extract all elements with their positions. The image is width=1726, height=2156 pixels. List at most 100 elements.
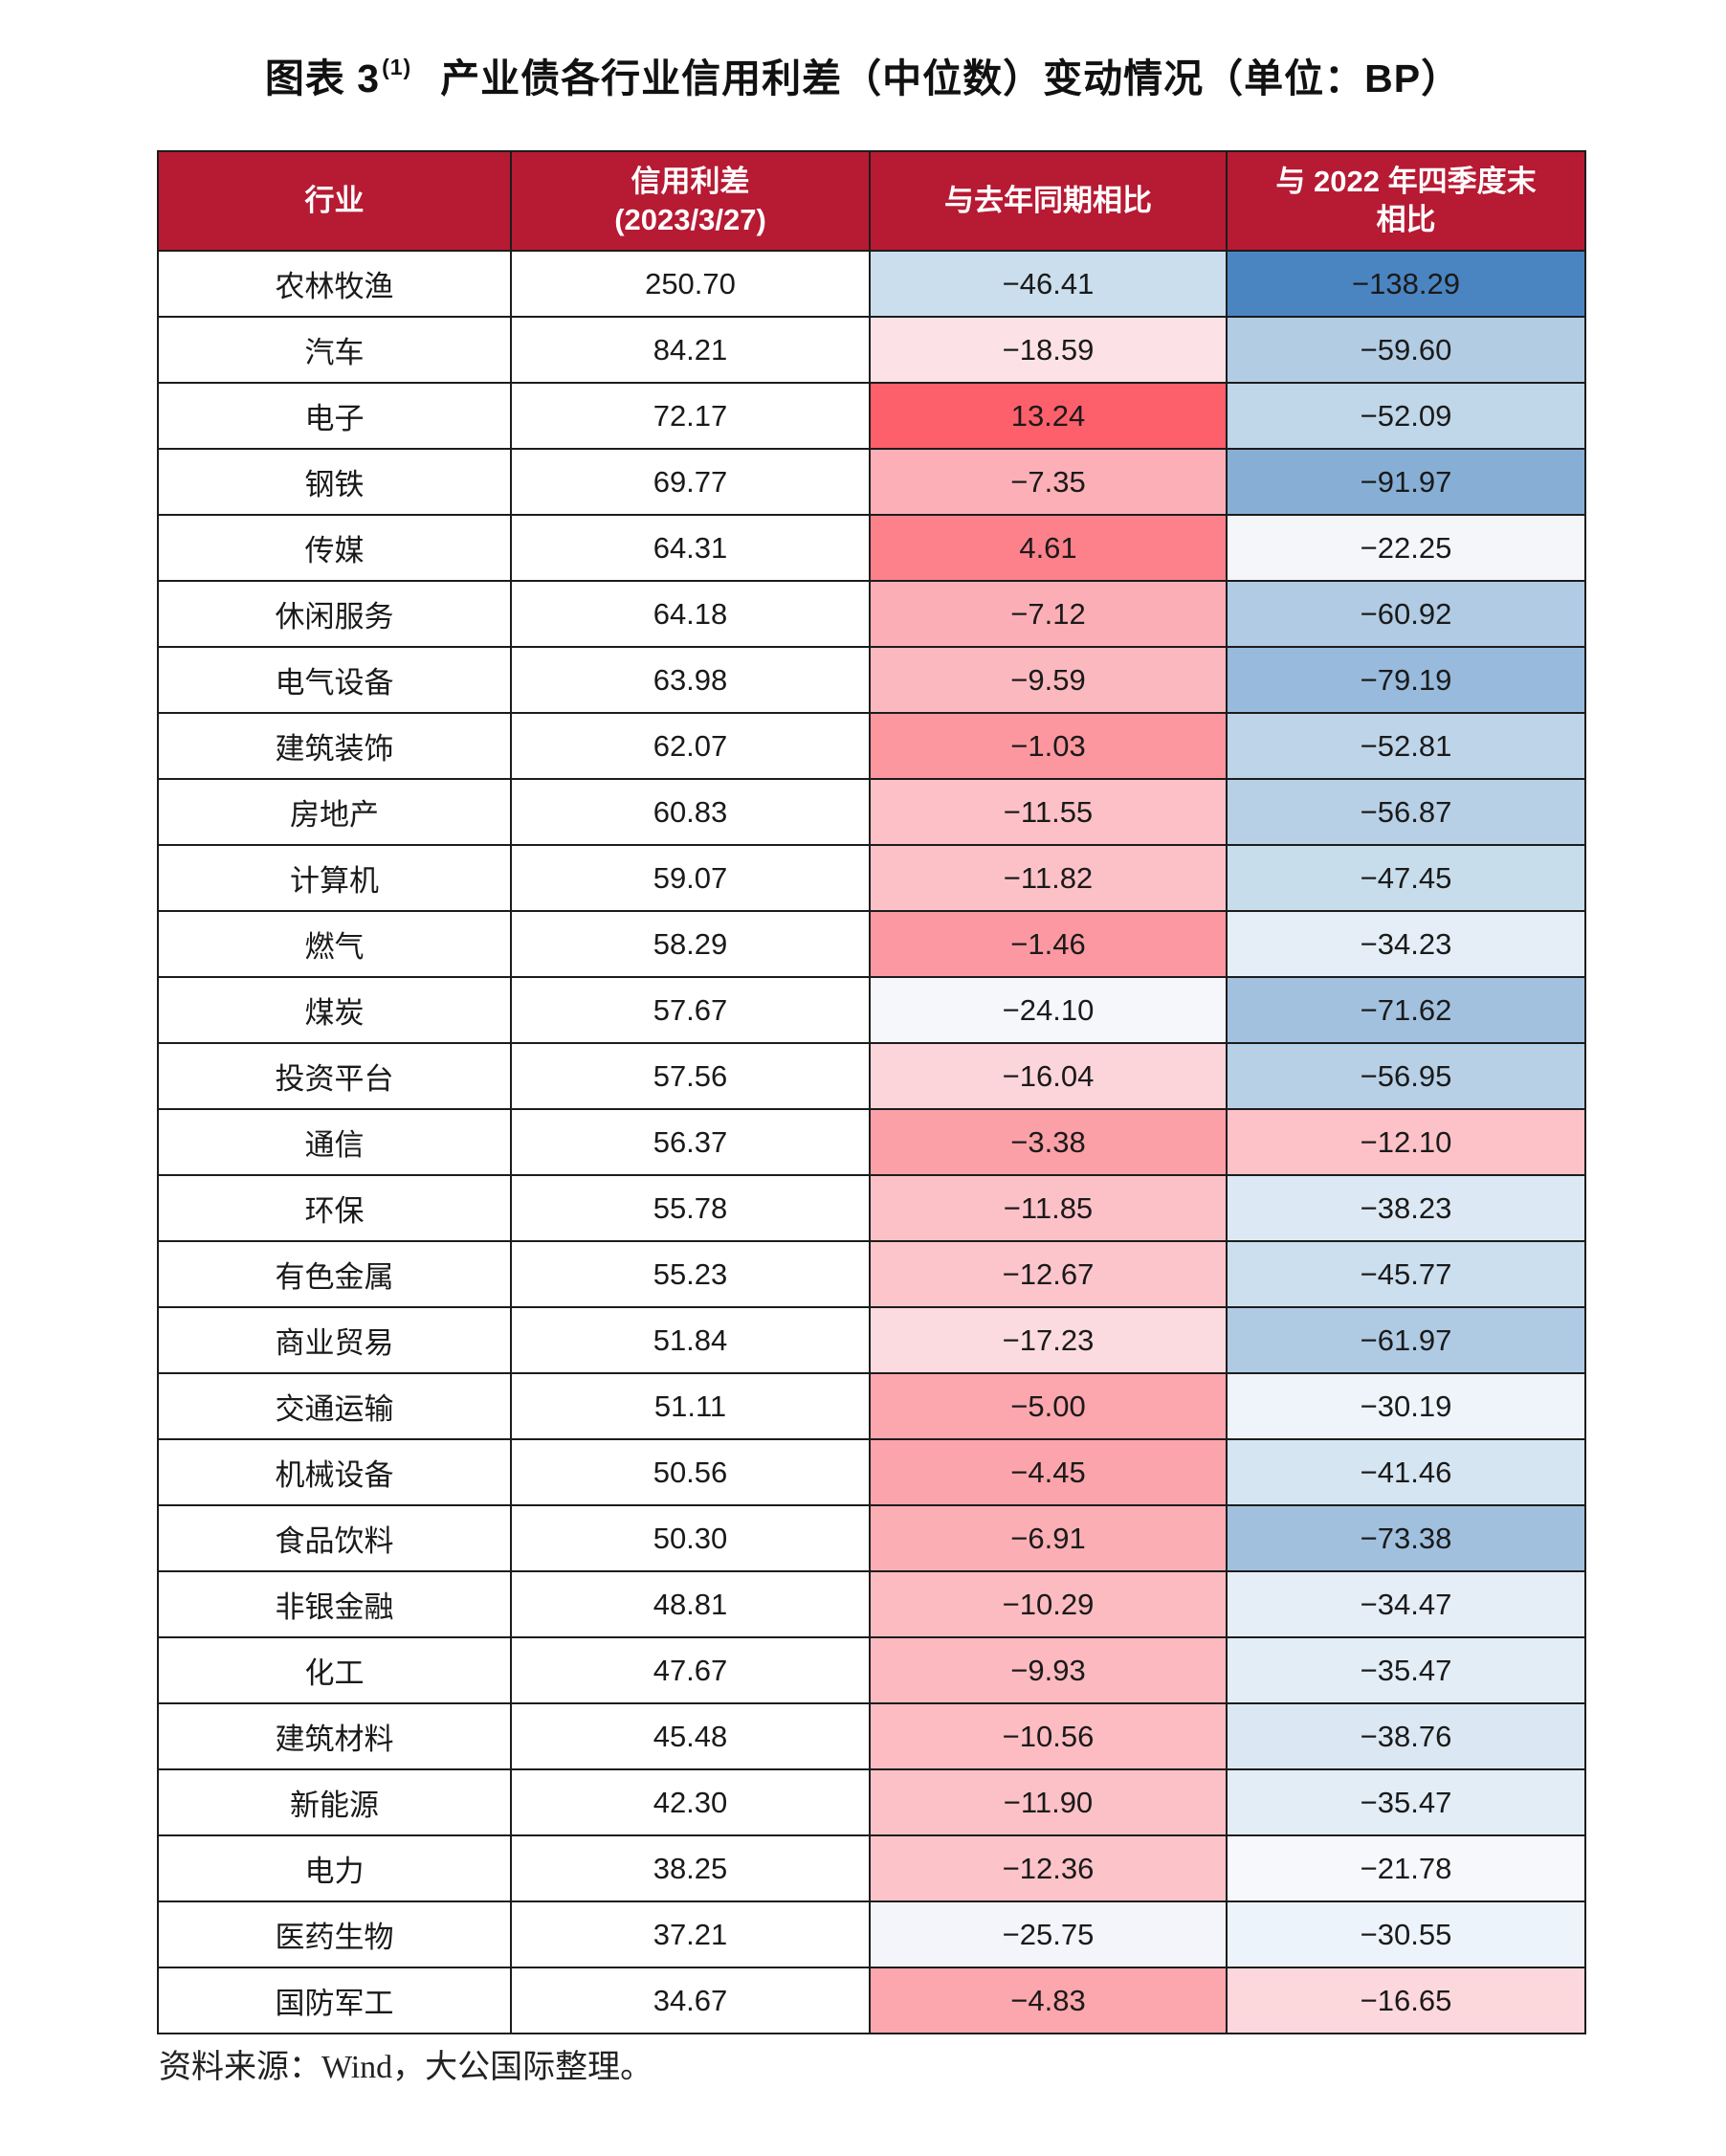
spread-cell: 64.31	[510, 514, 871, 582]
industry-cell: 医药生物	[157, 1900, 512, 1968]
spread-cell: 45.48	[510, 1702, 871, 1770]
industry-cell: 钢铁	[157, 448, 512, 516]
q4-change-cell: −52.81	[1226, 712, 1586, 780]
table-body: 农林牧渔 250.70 −46.41 −138.29 汽车 84.21 −18.59 −59.…	[157, 250, 1586, 2034]
table-row: 计算机 59.07 −11.82 −47.45	[157, 844, 1586, 912]
industry-cell: 国防军工	[157, 1967, 512, 2034]
table-row: 休闲服务 64.18 −7.12 −60.92	[157, 580, 1586, 648]
industry-cell: 新能源	[157, 1768, 512, 1836]
yoy-change-cell: 4.61	[869, 514, 1228, 582]
q4-change-cell: −56.87	[1226, 778, 1586, 846]
table-row: 煤炭 57.67 −24.10 −71.62	[157, 976, 1586, 1044]
industry-cell: 食品饮料	[157, 1504, 512, 1572]
table-row: 电子 72.17 13.24 −52.09	[157, 382, 1586, 450]
industry-cell: 投资平台	[157, 1042, 512, 1110]
table-row: 有色金属 55.23 −12.67 −45.77	[157, 1240, 1586, 1308]
spread-cell: 57.67	[510, 976, 871, 1044]
yoy-change-cell: −10.29	[869, 1570, 1228, 1638]
industry-cell: 汽车	[157, 316, 512, 384]
spread-cell: 69.77	[510, 448, 871, 516]
industry-cell: 农林牧渔	[157, 250, 512, 318]
spread-cell: 64.18	[510, 580, 871, 648]
industry-cell: 非银金融	[157, 1570, 512, 1638]
yoy-change-cell: −16.04	[869, 1042, 1228, 1110]
spread-cell: 84.21	[510, 316, 871, 384]
yoy-change-cell: 13.24	[869, 382, 1228, 450]
industry-cell: 有色金属	[157, 1240, 512, 1308]
table-row: 新能源 42.30 −11.90 −35.47	[157, 1768, 1586, 1836]
source-note: 资料来源：Wind，大公国际整理。	[159, 2050, 653, 2085]
spread-cell: 34.67	[510, 1967, 871, 2034]
yoy-change-cell: −17.23	[869, 1306, 1228, 1374]
table-row: 电气设备 63.98 −9.59 −79.19	[157, 646, 1586, 714]
table-row: 钢铁 69.77 −7.35 −91.97	[157, 448, 1586, 516]
industry-cell: 电力	[157, 1834, 512, 1902]
yoy-change-cell: −3.38	[869, 1108, 1228, 1176]
table-row: 交通运输 51.11 −5.00 −30.19	[157, 1372, 1586, 1440]
yoy-change-cell: −24.10	[869, 976, 1228, 1044]
spread-cell: 59.07	[510, 844, 871, 912]
q4-change-cell: −73.38	[1226, 1504, 1586, 1572]
header-credit-spread: 信用利差 (2023/3/27)	[510, 150, 871, 252]
yoy-change-cell: −5.00	[869, 1372, 1228, 1440]
yoy-change-cell: −1.46	[869, 910, 1228, 978]
spread-cell: 250.70	[510, 250, 871, 318]
table-header: 行业 信用利差 (2023/3/27) 与去年同期相比 与 2022 年四季度末…	[157, 150, 1586, 252]
table-row: 投资平台 57.56 −16.04 −56.95	[157, 1042, 1586, 1110]
q4-change-cell: −21.78	[1226, 1834, 1586, 1902]
figure-footnote-superscript: (1)	[382, 55, 412, 79]
q4-change-cell: −34.47	[1226, 1570, 1586, 1638]
spread-cell: 56.37	[510, 1108, 871, 1176]
industry-cell: 电气设备	[157, 646, 512, 714]
table-row: 非银金融 48.81 −10.29 −34.47	[157, 1570, 1586, 1638]
yoy-change-cell: −18.59	[869, 316, 1228, 384]
q4-change-cell: −59.60	[1226, 316, 1586, 384]
table-row: 燃气 58.29 −1.46 −34.23	[157, 910, 1586, 978]
spread-cell: 38.25	[510, 1834, 871, 1902]
header-q4-change: 与 2022 年四季度末 相比	[1226, 150, 1586, 252]
table-row: 房地产 60.83 −11.55 −56.87	[157, 778, 1586, 846]
q4-change-cell: −60.92	[1226, 580, 1586, 648]
spread-cell: 37.21	[510, 1900, 871, 1968]
yoy-change-cell: −7.35	[869, 448, 1228, 516]
q4-change-cell: −38.76	[1226, 1702, 1586, 1770]
yoy-change-cell: −10.56	[869, 1702, 1228, 1770]
spread-cell: 48.81	[510, 1570, 871, 1638]
industry-cell: 交通运输	[157, 1372, 512, 1440]
q4-change-cell: −12.10	[1226, 1108, 1586, 1176]
yoy-change-cell: −12.67	[869, 1240, 1228, 1308]
industry-cell: 环保	[157, 1174, 512, 1242]
table-row: 建筑装饰 62.07 −1.03 −52.81	[157, 712, 1586, 780]
industry-cell: 计算机	[157, 844, 512, 912]
figure-label: 图表 3	[264, 56, 381, 100]
spread-cell: 60.83	[510, 778, 871, 846]
q4-change-cell: −61.97	[1226, 1306, 1586, 1374]
header-industry: 行业	[157, 150, 512, 252]
q4-change-cell: −38.23	[1226, 1174, 1586, 1242]
yoy-change-cell: −11.82	[869, 844, 1228, 912]
q4-change-cell: −30.19	[1226, 1372, 1586, 1440]
yoy-change-cell: −6.91	[869, 1504, 1228, 1572]
spread-cell: 50.30	[510, 1504, 871, 1572]
industry-cell: 燃气	[157, 910, 512, 978]
industry-cell: 通信	[157, 1108, 512, 1176]
q4-change-cell: −35.47	[1226, 1768, 1586, 1836]
industry-cell: 休闲服务	[157, 580, 512, 648]
table-row: 机械设备 50.56 −4.45 −41.46	[157, 1438, 1586, 1506]
yoy-change-cell: −1.03	[869, 712, 1228, 780]
q4-change-cell: −41.46	[1226, 1438, 1586, 1506]
yoy-change-cell: −11.55	[869, 778, 1228, 846]
yoy-change-cell: −11.90	[869, 1768, 1228, 1836]
table-row: 化工 47.67 −9.93 −35.47	[157, 1636, 1586, 1704]
spread-cell: 42.30	[510, 1768, 871, 1836]
figure-title: 图表 3(1) 产业债各行业信用利差（中位数）变动情况（单位：BP）	[0, 46, 1726, 103]
industry-cell: 商业贸易	[157, 1306, 512, 1374]
industry-cell: 化工	[157, 1636, 512, 1704]
industry-cell: 建筑材料	[157, 1702, 512, 1770]
q4-change-cell: −138.29	[1226, 250, 1586, 318]
table-row: 农林牧渔 250.70 −46.41 −138.29	[157, 250, 1586, 318]
q4-change-cell: −35.47	[1226, 1636, 1586, 1704]
spread-cell: 58.29	[510, 910, 871, 978]
yoy-change-cell: −7.12	[869, 580, 1228, 648]
yoy-change-cell: −12.36	[869, 1834, 1228, 1902]
